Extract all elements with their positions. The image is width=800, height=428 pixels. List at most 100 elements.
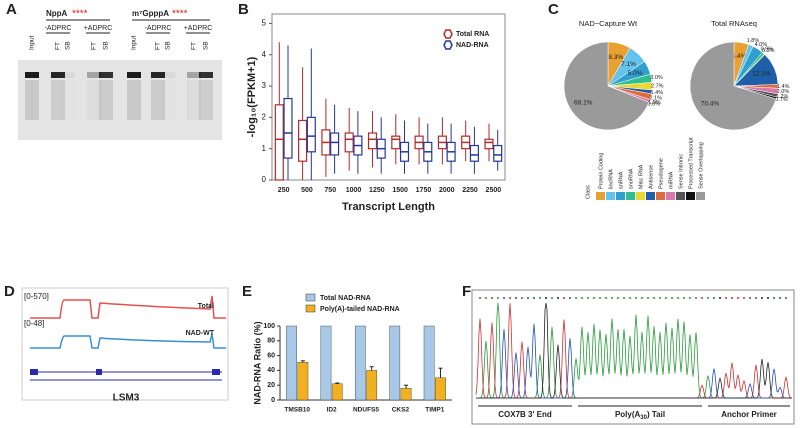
base-call — [689, 297, 691, 299]
gel-band — [25, 72, 39, 78]
bar — [400, 387, 412, 401]
pie-label: 5.0% — [628, 70, 643, 77]
lane-label: SB — [165, 41, 172, 50]
gel-band — [161, 72, 175, 78]
pie-label: 2.0% — [777, 89, 790, 95]
legend-swatch — [676, 192, 685, 200]
pie-label: 1.8% — [747, 38, 760, 44]
gel-smear — [61, 80, 75, 120]
y-tick-label: 1 — [262, 144, 267, 153]
legend-swatch — [305, 304, 316, 313]
y-tick-label: 2 — [262, 112, 267, 121]
base-call — [569, 297, 571, 299]
base-call — [707, 297, 709, 299]
gel-smear — [87, 80, 101, 120]
legend-label: NAD-RNA — [456, 42, 489, 49]
legend-title: Class — [585, 185, 591, 199]
legend-swatch — [646, 192, 655, 200]
nad-track — [30, 333, 226, 349]
box — [344, 132, 354, 153]
pie-title: NAD−Capture Wt — [579, 19, 638, 28]
base-call — [725, 297, 727, 299]
gel — [18, 60, 222, 140]
bar — [354, 325, 366, 401]
legend-swatch — [696, 192, 705, 200]
condition: -ADPRC — [45, 25, 72, 32]
base-call — [581, 297, 583, 299]
lane-label: FT — [91, 42, 98, 50]
base-call — [623, 297, 625, 299]
gel-band — [51, 72, 65, 78]
base-call — [617, 297, 619, 299]
base-call — [497, 297, 499, 299]
base-call — [665, 297, 667, 299]
chromatogram-frame — [471, 289, 795, 425]
stars: **** — [72, 9, 88, 20]
base-call — [491, 297, 493, 299]
exon — [212, 369, 220, 375]
track-range: [0-570] — [24, 292, 49, 301]
base-call — [677, 297, 679, 299]
segment-label: COX7B 3' End — [498, 410, 552, 419]
pie-label: 8.3% — [608, 54, 623, 61]
x-tick-label: NDUFS5 — [353, 407, 379, 414]
gel-band — [99, 72, 113, 78]
legend-label: Poly(A)-tailed NAD-RNA — [320, 306, 400, 313]
pie-label: 1.4% — [777, 84, 790, 90]
lane-label: Input — [29, 35, 36, 50]
legend-label: Total RNA — [456, 31, 489, 38]
pie-label: 5.4% — [732, 53, 747, 60]
box — [283, 97, 293, 159]
base-call — [773, 297, 775, 299]
base-call — [653, 297, 655, 299]
panel-label: E — [242, 283, 252, 300]
exon — [30, 369, 38, 375]
box — [274, 104, 284, 181]
legend-label: Processed Transcript — [688, 137, 694, 189]
x-axis-label: Transcript Length — [342, 201, 435, 213]
base-call — [785, 297, 787, 299]
legend-label: snRNA — [618, 171, 624, 189]
panel-label: F — [462, 283, 471, 300]
base-call — [515, 297, 517, 299]
gel-smear — [25, 80, 39, 120]
base-call — [647, 297, 649, 299]
gel-band — [199, 72, 213, 78]
x-tick-label: CKS2 — [392, 407, 410, 414]
base-call — [761, 297, 763, 299]
x-tick-label: 1750 — [416, 187, 432, 194]
base-call — [629, 297, 631, 299]
x-tick-label: TIMP1 — [425, 407, 445, 414]
pie-slice — [689, 41, 777, 131]
base-call — [593, 297, 595, 299]
box — [391, 135, 401, 150]
base-call — [479, 297, 481, 299]
box — [367, 132, 378, 150]
legend-label: lincRNA — [608, 169, 614, 189]
box — [469, 144, 479, 162]
base-call — [755, 297, 757, 299]
plot-frame — [271, 13, 506, 181]
box — [306, 116, 316, 153]
legend-label: Antisense — [648, 165, 654, 189]
pie-label: 1.4% — [651, 90, 664, 96]
legend-label: Sense Intronic — [678, 154, 684, 189]
y-axis-label: -log₁₀(FPKM+1) — [246, 56, 258, 137]
track-frame — [21, 287, 229, 401]
base-call — [533, 297, 535, 299]
bar — [297, 362, 309, 401]
stars: **** — [172, 9, 188, 20]
bar — [389, 325, 401, 401]
bar — [423, 325, 435, 401]
x-tick-label: 1000 — [346, 187, 362, 194]
pie-label: 1.2% — [776, 94, 789, 100]
y-tick-label: 20 — [267, 382, 275, 389]
pie-label: 68.1% — [574, 100, 593, 107]
gel-band — [187, 72, 201, 78]
y-tick-label: 60 — [267, 352, 275, 359]
total-track — [30, 295, 226, 319]
condition: +ADPRC — [184, 25, 213, 32]
track-range: [0-48] — [24, 319, 44, 328]
bar — [435, 377, 446, 401]
gene-name: LSM3 — [113, 393, 140, 404]
